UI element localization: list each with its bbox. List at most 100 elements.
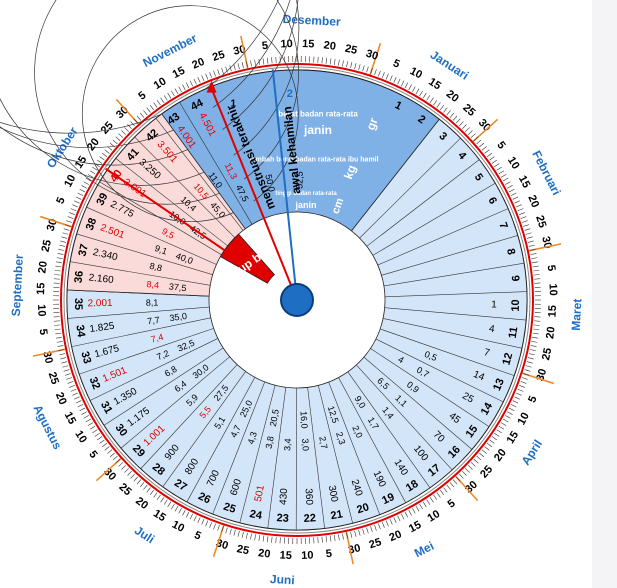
- week-number: 22: [303, 512, 316, 525]
- day-minor-tick: [443, 107, 448, 113]
- day-minor-tick: [213, 523, 216, 530]
- month-label-desember: Desember: [282, 12, 341, 29]
- week-divider: [134, 136, 236, 238]
- day-minor-tick: [167, 501, 172, 508]
- day-tick-label: 10: [301, 550, 314, 562]
- day-minor-tick: [241, 531, 244, 538]
- day-tick-label: 25: [211, 49, 226, 64]
- week-divider: [99, 181, 222, 256]
- fetal-weight-value: 1.825: [89, 321, 116, 335]
- day-minor-tick: [508, 188, 515, 193]
- week-divider: [67, 306, 210, 319]
- day-minor-tick: [514, 396, 521, 400]
- day-minor-tick: [502, 177, 509, 182]
- fetal-length-value: 20,5: [268, 408, 281, 427]
- day-minor-tick: [87, 422, 94, 426]
- day-minor-tick: [53, 320, 60, 322]
- day-minor-tick: [382, 522, 385, 528]
- day-minor-tick: [53, 278, 60, 280]
- week-divider: [70, 261, 211, 286]
- day-minor-tick: [73, 200, 80, 204]
- fetal-weight-value: 7: [483, 347, 492, 359]
- day-minor-tick: [534, 320, 541, 322]
- day-minor-tick: [262, 535, 265, 542]
- day-minor-tick: [470, 133, 476, 138]
- day-minor-tick: [517, 388, 524, 392]
- day-minor-tick: [465, 127, 470, 132]
- outer-red-ring: [60, 63, 534, 537]
- day-minor-tick: [156, 494, 161, 501]
- week-divider: [356, 364, 453, 471]
- day-minor-tick: [459, 121, 464, 127]
- day-minor-tick: [63, 228, 70, 231]
- day-minor-tick: [62, 365, 69, 368]
- week-number: 12: [500, 352, 515, 367]
- day-minor-tick: [512, 196, 519, 200]
- day-minor-tick: [171, 503, 175, 510]
- day-minor-tick: [515, 392, 522, 396]
- day-minor-tick: [149, 489, 155, 496]
- day-minor-tick: [67, 381, 74, 384]
- day-tick-label: 15: [505, 429, 522, 446]
- week-number: 2: [416, 113, 428, 126]
- fetal-length-value: 35,0: [169, 311, 188, 323]
- fetal-length-value: 4: [396, 354, 405, 365]
- day-minor-tick: [491, 436, 498, 441]
- day-tick-label: 15: [279, 549, 292, 562]
- day-minor-tick: [115, 459, 121, 464]
- weight-gain-value: 3,4: [282, 438, 293, 451]
- day-tick-label: 25: [40, 239, 54, 254]
- day-minor-tick: [139, 112, 145, 118]
- day-minor-tick: [225, 527, 228, 534]
- day-minor-tick: [502, 418, 509, 423]
- week-divider: [382, 318, 522, 349]
- day-minor-tick: [533, 274, 540, 276]
- day-minor-tick: [533, 324, 540, 326]
- day-tick-label: 10: [152, 75, 169, 92]
- week-divider: [347, 371, 431, 488]
- day-minor-tick: [358, 64, 361, 71]
- lmp-pointer: [210, 88, 298, 301]
- day-minor-tick: [156, 99, 161, 106]
- week-number: 36: [73, 270, 86, 283]
- day-minor-tick: [62, 232, 69, 235]
- day-minor-tick: [193, 515, 197, 522]
- day-minor-tick: [94, 432, 100, 437]
- day-minor-tick: [209, 522, 212, 528]
- week-number: 13: [491, 377, 507, 393]
- day-minor-tick: [55, 261, 62, 264]
- outer-grey-ring: [63, 66, 531, 534]
- week-divider: [317, 385, 353, 524]
- day-minor-tick: [449, 482, 455, 488]
- day-minor-tick: [250, 60, 252, 67]
- week-number: 38: [84, 216, 99, 232]
- fetal-weight-value: 25: [460, 391, 476, 406]
- day-minor-tick: [338, 59, 340, 66]
- weight-gain-value: 2,0: [350, 424, 364, 440]
- day-minor-tick: [489, 439, 495, 444]
- day-minor-tick: [486, 442, 493, 448]
- day-minor-tick: [370, 67, 373, 74]
- day-minor-tick: [342, 533, 344, 540]
- day-minor-tick: [201, 518, 205, 525]
- day-minor-tick: [107, 449, 113, 454]
- week-number: 9: [509, 275, 522, 282]
- week-divider: [86, 206, 217, 265]
- fetal-weight-value: 360: [303, 488, 315, 506]
- week-number: 23: [276, 512, 289, 525]
- day-minor-tick: [275, 56, 277, 63]
- day-minor-tick: [72, 204, 79, 208]
- day-minor-tick: [531, 341, 538, 343]
- week-divider: [380, 328, 515, 376]
- week-number: 1: [393, 99, 404, 112]
- day-minor-tick: [118, 133, 124, 138]
- week-divider: [155, 118, 244, 231]
- day-minor-tick: [77, 192, 84, 196]
- day-minor-tick: [507, 411, 513, 415]
- day-minor-tick: [476, 455, 482, 461]
- day-minor-tick: [389, 518, 393, 525]
- day-minor-tick: [201, 75, 205, 82]
- day-minor-tick: [60, 357, 67, 360]
- day-minor-tick: [77, 404, 84, 408]
- fetal-weight-value: 300: [326, 485, 340, 504]
